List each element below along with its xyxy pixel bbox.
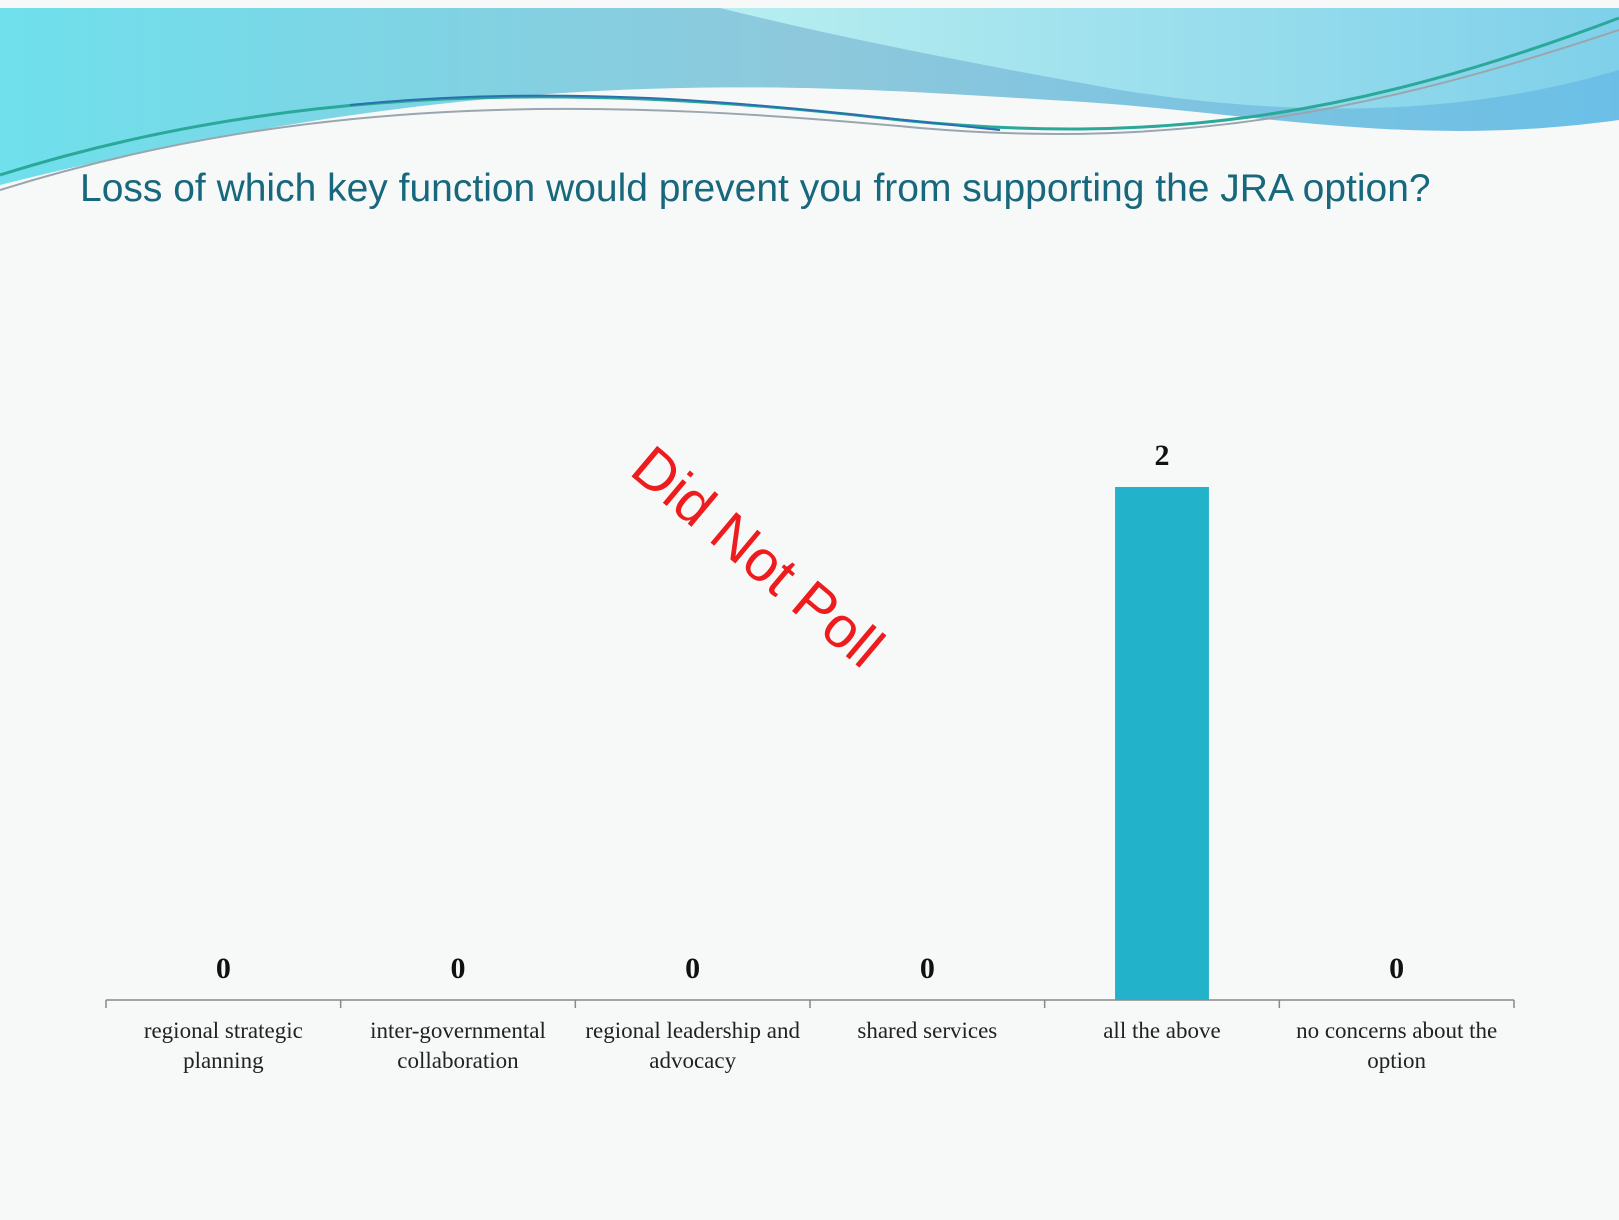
- value-label: 0: [451, 952, 466, 985]
- header-decoration: [0, 8, 1619, 191]
- value-label: 0: [1389, 952, 1404, 985]
- annotation: Did Not Poll: [619, 433, 895, 680]
- value-label: 0: [920, 952, 935, 985]
- x-tick-label: no concerns about the option: [1296, 1018, 1498, 1073]
- x-tick-label: regional leadership and advocacy: [585, 1018, 800, 1073]
- x-tick-label: regional strategic planning: [143, 1018, 303, 1073]
- x-tick-label: shared services: [857, 1018, 998, 1043]
- x-tick-label: inter-governmental collaboration: [370, 1018, 546, 1073]
- chart-title: Loss of which key function would prevent…: [80, 167, 1431, 210]
- value-label: 2: [1155, 439, 1170, 472]
- value-label: 0: [216, 952, 231, 985]
- bar: [1115, 487, 1209, 1000]
- value-label: 0: [685, 952, 700, 985]
- x-tick-label: all the above: [1103, 1018, 1221, 1043]
